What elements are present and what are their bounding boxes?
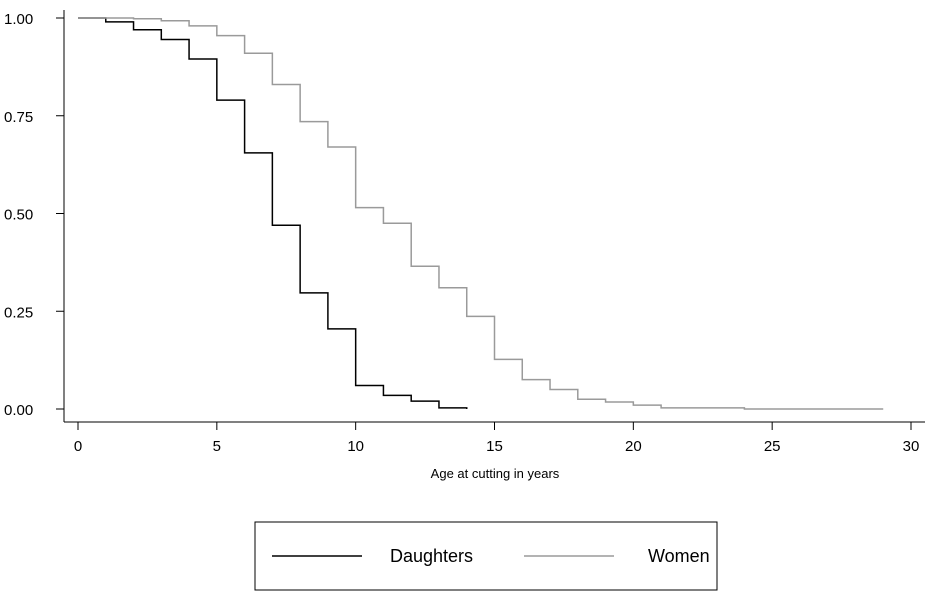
x-axis-ticks: 0 5 10 15 20 25 30 bbox=[74, 422, 920, 455]
y-tick-label: 0.50 bbox=[4, 207, 33, 224]
series-line-daughters bbox=[78, 17, 468, 409]
x-tick-label: 20 bbox=[625, 438, 642, 455]
y-tick-label: 0.25 bbox=[4, 304, 33, 321]
y-axis-ticks: 0.00 0.25 0.50 0.75 1.00 bbox=[4, 11, 64, 419]
x-tick-label: 0 bbox=[74, 438, 82, 455]
legend-label-daughters: Daughters bbox=[390, 546, 473, 566]
legend: Daughters Women bbox=[254, 521, 718, 591]
x-tick-label: 30 bbox=[903, 438, 920, 455]
y-tick-label: 0.00 bbox=[4, 402, 33, 419]
legend-label-women: Women bbox=[648, 546, 710, 566]
y-tick-label: 0.75 bbox=[4, 109, 33, 126]
x-tick-label: 5 bbox=[213, 438, 221, 455]
y-tick-label: 1.00 bbox=[4, 11, 33, 28]
x-tick-label: 25 bbox=[764, 438, 781, 455]
series-lines bbox=[78, 17, 884, 410]
x-axis-title: Age at cutting in years bbox=[431, 466, 560, 481]
plot-area: 0.00 0.25 0.50 0.75 1.00 0 5 10 15 20 25 30 Age at… bbox=[4, 10, 925, 481]
x-tick-label: 15 bbox=[486, 438, 503, 455]
x-tick-label: 10 bbox=[347, 438, 364, 455]
series-line-women bbox=[78, 17, 884, 410]
